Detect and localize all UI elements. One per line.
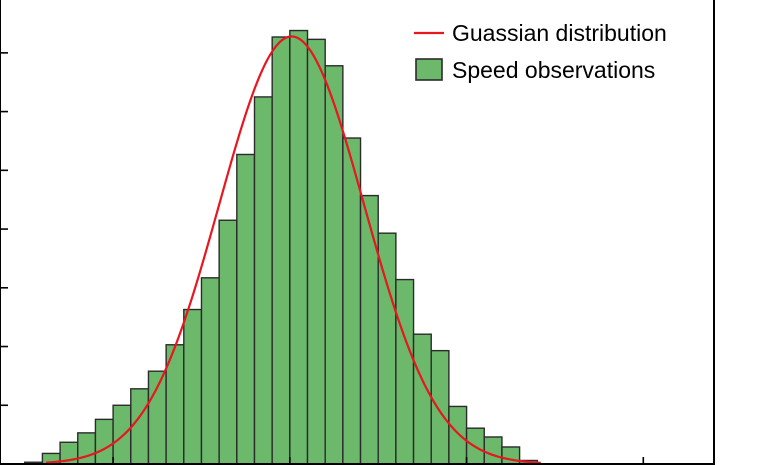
histogram-bars [24,29,538,465]
histogram-bar [94,418,114,465]
histogram-bar [183,308,203,465]
legend-label-speed: Speed observations [452,57,655,83]
histogram-bar [483,436,503,465]
histogram-bar [306,38,326,465]
histogram-bar [130,388,150,465]
gaussian-curve [45,35,541,464]
axis-ticks [0,52,645,464]
histogram-bar [77,432,97,465]
legend-label-gaussian: Guassian distribution [452,20,667,46]
histogram-bar [377,232,397,465]
histogram-bar [253,96,273,465]
histogram-bar [218,219,238,465]
legend: Guassian distribution Speed observations [414,20,667,83]
histogram-bar [359,194,379,465]
histogram-bar [342,137,362,465]
histogram-bar [271,36,291,465]
histogram-bar [395,278,415,465]
histogram-bar [200,277,220,465]
histogram-bar [412,333,432,465]
legend-patch-sample [415,58,443,81]
histogram-bar [236,153,256,465]
histogram-bar [448,405,468,465]
histogram-bar [112,404,132,465]
histogram-bar [430,349,450,465]
histogram-bar [289,29,309,465]
